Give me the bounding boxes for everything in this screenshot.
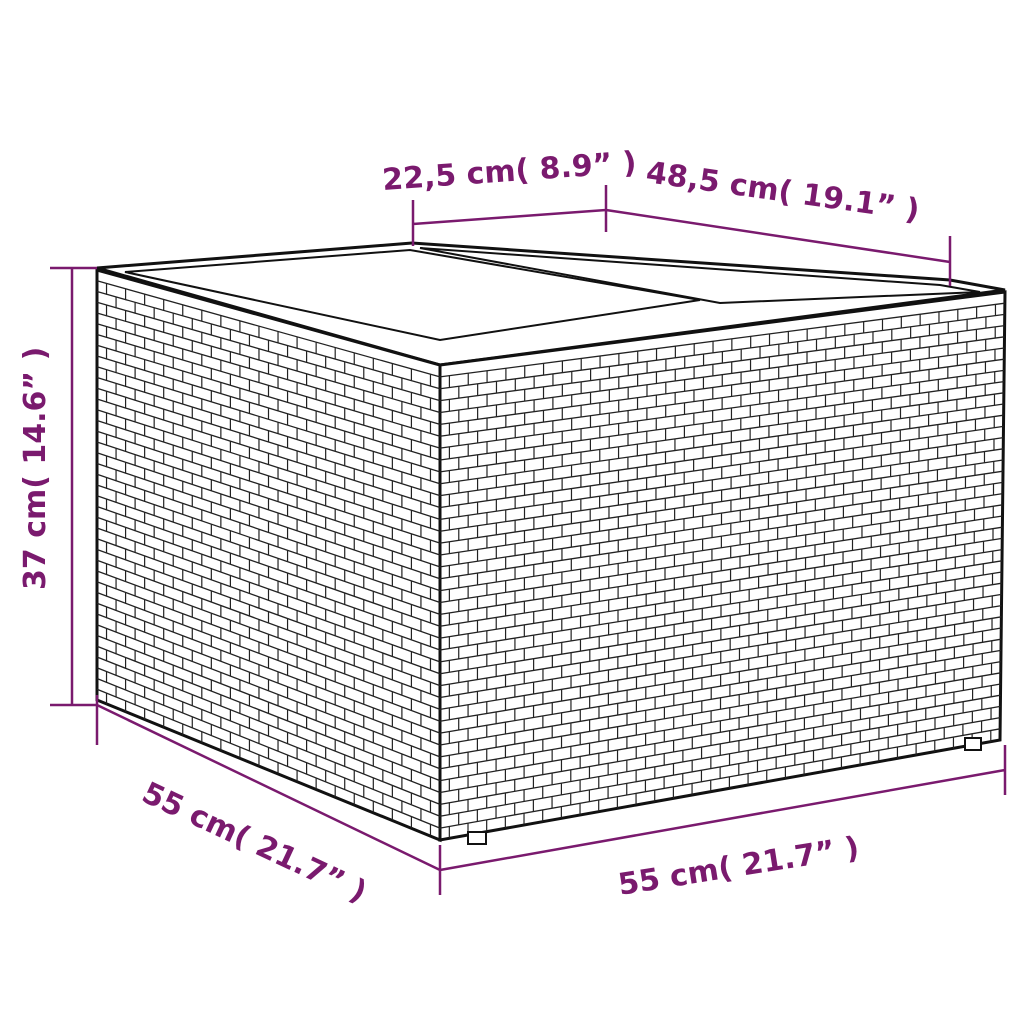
weave-strand xyxy=(439,481,1003,568)
weave-strand xyxy=(439,705,1001,806)
weave-strand xyxy=(439,369,1005,449)
weave-strand xyxy=(96,301,441,402)
weave-strand xyxy=(96,581,441,710)
dimension-height: 37 cm( 14.6” ) xyxy=(18,266,97,707)
weave-strand xyxy=(96,538,441,663)
glass-top-right xyxy=(419,247,981,305)
weave-strand xyxy=(96,323,441,425)
label-height: 37 cm( 14.6” ) xyxy=(18,347,53,590)
weave-strand xyxy=(439,638,1002,734)
weave-strand xyxy=(439,683,1001,782)
weave-strand xyxy=(439,593,1002,687)
label-front-width: 55 cm( 21.7” ) xyxy=(616,830,862,903)
weave-strand xyxy=(439,436,1004,521)
weave-strand xyxy=(439,616,1002,711)
weave-strand xyxy=(96,645,441,782)
weave-strand xyxy=(96,409,441,520)
weave-strand xyxy=(96,452,441,568)
weave-strand xyxy=(96,624,441,758)
weave-strand xyxy=(439,548,1003,639)
weave-strand xyxy=(439,459,1004,544)
weave-strand xyxy=(439,571,1002,663)
weave-strand xyxy=(439,324,1005,402)
weave-strand xyxy=(439,392,1004,473)
weave-strand xyxy=(96,473,441,592)
weave-strand xyxy=(439,504,1003,592)
dimension-top-depth: 22,5 cm( 8.9” ) xyxy=(381,145,638,246)
weave-strand xyxy=(439,414,1004,497)
foot-right xyxy=(964,737,982,751)
weave-strand xyxy=(96,430,441,544)
weave-strand xyxy=(96,559,441,687)
weave-strand xyxy=(96,366,441,473)
weave-strand xyxy=(439,347,1005,426)
rattan-storage-box xyxy=(95,241,1007,845)
weave-strand xyxy=(439,660,1001,758)
weave-strand xyxy=(96,495,441,615)
weave-strand xyxy=(96,667,441,805)
weave-strand xyxy=(439,302,1005,378)
weave-strand xyxy=(96,344,441,449)
weave-strand xyxy=(439,526,1003,616)
weave-strand xyxy=(439,728,1001,829)
label-top-width: 48,5 cm( 19.1” ) xyxy=(644,155,922,228)
weave-strand xyxy=(96,516,441,639)
foot-front xyxy=(467,831,487,845)
label-top-depth: 22,5 cm( 8.9” ) xyxy=(381,145,638,198)
weave-strand xyxy=(96,387,441,497)
weave-strand xyxy=(96,688,441,829)
weave-strand xyxy=(96,280,441,378)
weave-strand xyxy=(96,602,441,734)
